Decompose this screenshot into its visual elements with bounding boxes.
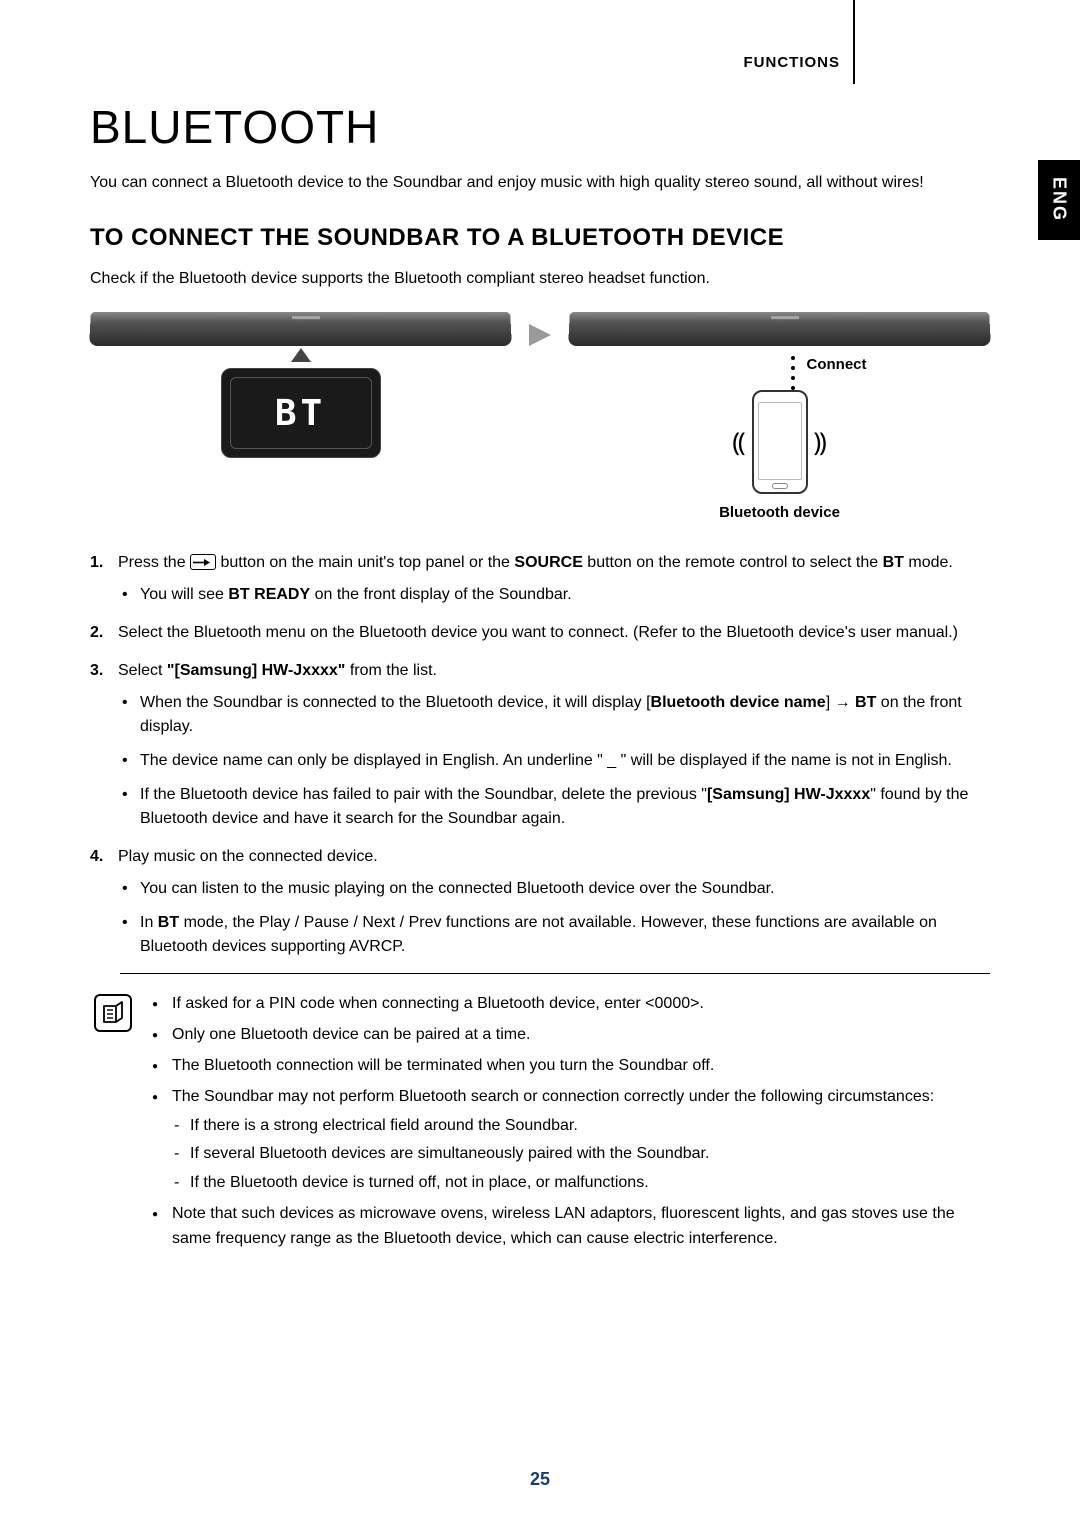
bt-display-text: BT bbox=[275, 393, 326, 434]
connect-label: Connect bbox=[807, 356, 867, 373]
page-title: BLUETOOTH bbox=[90, 100, 990, 154]
s3b: "[Samsung] HW-Jxxxx" bbox=[167, 662, 345, 679]
s3s1a: When the Soundbar is connected to the Bl… bbox=[140, 694, 651, 711]
step-3-bullet-1: When the Soundbar is connected to the Bl… bbox=[118, 691, 990, 739]
note-3: The Bluetooth connection will be termina… bbox=[152, 1054, 990, 1079]
s1s1a: You will see bbox=[140, 586, 228, 603]
arrow-right-icon bbox=[529, 324, 551, 346]
step-4-bullet-1: You can listen to the music playing on t… bbox=[118, 877, 990, 901]
s4s2b: BT bbox=[158, 914, 179, 931]
note-4: The Soundbar may not perform Bluetooth s… bbox=[152, 1085, 990, 1196]
intro-text: You can connect a Bluetooth device to th… bbox=[90, 172, 990, 194]
note-4c: If the Bluetooth device is turned off, n… bbox=[172, 1171, 990, 1196]
s3s3b: [Samsung] HW-Jxxxx bbox=[707, 786, 870, 803]
s3s1d: BT bbox=[855, 694, 876, 711]
wave-left-icon: ⸨ bbox=[732, 429, 745, 455]
language-tab: ENG bbox=[1038, 160, 1080, 240]
note-5: Note that such devices as microwave oven… bbox=[152, 1202, 990, 1252]
section-subtitle: TO CONNECT THE SOUNDBAR TO A BLUETOOTH D… bbox=[90, 224, 990, 252]
source-button-icon bbox=[190, 554, 216, 570]
step-1-text-d: mode. bbox=[904, 554, 953, 571]
s3s1b: Bluetooth device name bbox=[651, 694, 826, 711]
phone-icon bbox=[752, 390, 808, 494]
step-3-bullet-2: The device name can only be displayed in… bbox=[118, 749, 990, 773]
s1s1b: BT READY bbox=[228, 586, 310, 603]
pointer-up bbox=[291, 348, 311, 362]
s4s2a: In bbox=[140, 914, 158, 931]
note-1: If asked for a PIN code when connecting … bbox=[152, 992, 990, 1017]
step-1-source: SOURCE bbox=[514, 554, 582, 571]
step-1-bullet-1: You will see BT READY on the front displ… bbox=[118, 583, 990, 607]
header-divider bbox=[853, 0, 855, 84]
step-1-text-b: button on the main unit's top panel or t… bbox=[216, 554, 514, 571]
check-text: Check if the Bluetooth device supports t… bbox=[90, 270, 990, 288]
s1s1c: on the front display of the Soundbar. bbox=[310, 586, 572, 603]
step-3: Select "[Samsung] HW-Jxxxx" from the lis… bbox=[90, 659, 990, 831]
s4s2c: mode, the Play / Pause / Next / Prev fun… bbox=[140, 914, 937, 955]
note-icon bbox=[94, 994, 132, 1032]
step-3-bullet-3: If the Bluetooth device has failed to pa… bbox=[118, 783, 990, 831]
note-4b: If several Bluetooth devices are simulta… bbox=[172, 1142, 990, 1167]
note-4a: If there is a strong electrical field ar… bbox=[172, 1114, 990, 1139]
bluetooth-device-label: Bluetooth device bbox=[719, 504, 840, 521]
section-divider bbox=[120, 973, 990, 974]
s3s1c: ] → bbox=[826, 694, 855, 711]
connection-diagram: BT Connect ⸨ ⸩ Bluetooth device bbox=[90, 312, 990, 521]
note-2: Only one Bluetooth device can be paired … bbox=[152, 1023, 990, 1048]
soundbar-illustration bbox=[568, 313, 991, 347]
page-number: 25 bbox=[0, 1469, 1080, 1490]
phone-row: ⸨ ⸩ bbox=[732, 390, 826, 494]
step-4-bullet-2: In BT mode, the Play / Pause / Next / Pr… bbox=[118, 911, 990, 959]
s3s3a: If the Bluetooth device has failed to pa… bbox=[140, 786, 707, 803]
diagram-left: BT bbox=[90, 312, 511, 458]
note-block: If asked for a PIN code when connecting … bbox=[90, 992, 990, 1257]
step-1-text-c: button on the remote control to select t… bbox=[583, 554, 883, 571]
wave-right-icon: ⸩ bbox=[814, 429, 827, 455]
diagram-right: Connect ⸨ ⸩ Bluetooth device bbox=[569, 312, 990, 521]
s4: Play music on the connected device. bbox=[118, 848, 378, 865]
step-2: Select the Bluetooth menu on the Bluetoo… bbox=[90, 621, 990, 645]
step-1: Press the button on the main unit's top … bbox=[90, 551, 990, 607]
step-4: Play music on the connected device. You … bbox=[90, 845, 990, 959]
step-1-bt: BT bbox=[883, 554, 904, 571]
soundbar-illustration bbox=[89, 313, 512, 347]
notes-list: If asked for a PIN code when connecting … bbox=[152, 992, 990, 1257]
n4: The Soundbar may not perform Bluetooth s… bbox=[172, 1088, 934, 1105]
s3a: Select bbox=[118, 662, 167, 679]
section-label: FUNCTIONS bbox=[744, 54, 841, 71]
steps-list: Press the button on the main unit's top … bbox=[90, 551, 990, 959]
bt-display-box: BT bbox=[221, 368, 381, 458]
step-1-text-a: Press the bbox=[118, 554, 190, 571]
s3c: from the list. bbox=[345, 662, 437, 679]
